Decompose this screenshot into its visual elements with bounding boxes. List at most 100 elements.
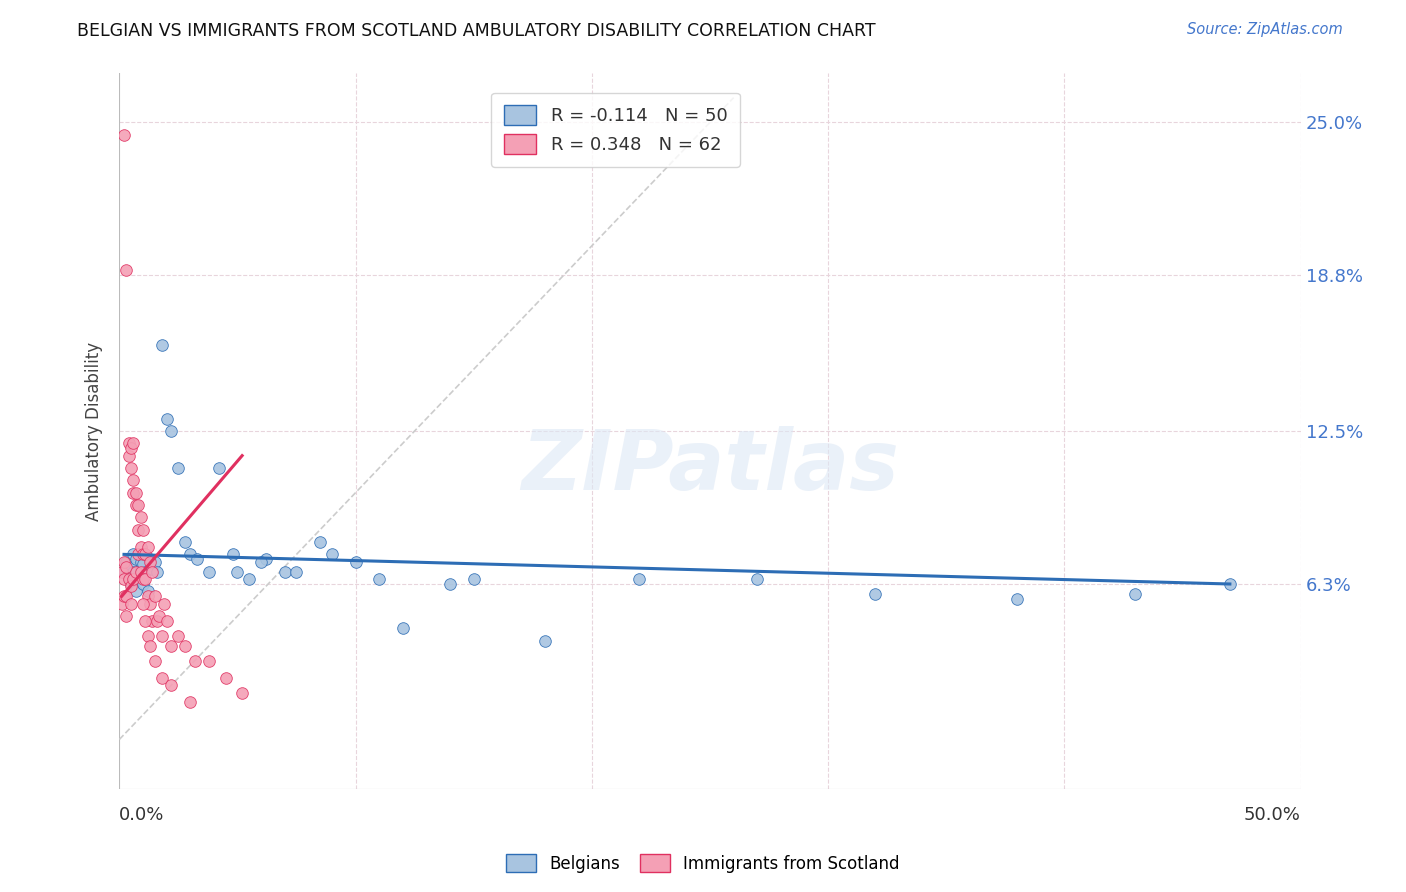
Point bbox=[125, 498, 148, 512]
Point bbox=[231, 685, 253, 699]
Point bbox=[321, 547, 343, 561]
Point bbox=[134, 565, 156, 579]
Point bbox=[132, 577, 155, 591]
Point bbox=[134, 614, 156, 628]
Point bbox=[111, 597, 134, 611]
Point bbox=[115, 555, 138, 569]
Point bbox=[153, 597, 176, 611]
Point bbox=[155, 614, 177, 628]
Point bbox=[392, 622, 415, 636]
Point bbox=[118, 436, 141, 450]
Point bbox=[439, 577, 461, 591]
Y-axis label: Ambulatory Disability: Ambulatory Disability bbox=[86, 342, 103, 521]
Point bbox=[146, 565, 169, 579]
Point bbox=[1125, 587, 1147, 601]
Point bbox=[118, 572, 141, 586]
Point bbox=[143, 590, 166, 604]
Point bbox=[148, 609, 170, 624]
Point bbox=[198, 565, 221, 579]
Point bbox=[141, 562, 163, 576]
Point bbox=[174, 535, 197, 549]
Point bbox=[115, 590, 138, 604]
Point bbox=[127, 547, 149, 561]
Point bbox=[143, 555, 166, 569]
Point bbox=[129, 562, 152, 576]
Point bbox=[134, 547, 156, 561]
Point bbox=[112, 590, 135, 604]
Point bbox=[167, 629, 190, 643]
Text: 0.0%: 0.0% bbox=[120, 806, 165, 824]
Legend: Belgians, Immigrants from Scotland: Belgians, Immigrants from Scotland bbox=[499, 847, 907, 880]
Point bbox=[112, 555, 135, 569]
Point bbox=[115, 559, 138, 574]
Point bbox=[122, 436, 145, 450]
Point bbox=[112, 565, 135, 579]
Point bbox=[344, 555, 367, 569]
Point bbox=[118, 449, 141, 463]
Point bbox=[120, 461, 142, 475]
Point bbox=[122, 485, 145, 500]
Point bbox=[160, 424, 183, 438]
Point bbox=[127, 498, 149, 512]
Point bbox=[160, 639, 183, 653]
Point bbox=[238, 572, 260, 586]
Point bbox=[120, 441, 142, 455]
Point bbox=[150, 629, 173, 643]
Point bbox=[628, 572, 651, 586]
Point bbox=[129, 540, 152, 554]
Point bbox=[115, 609, 138, 624]
Point bbox=[127, 572, 149, 586]
Point bbox=[533, 633, 555, 648]
Point bbox=[134, 572, 156, 586]
Point bbox=[368, 572, 391, 586]
Point bbox=[179, 547, 201, 561]
Point bbox=[747, 572, 769, 586]
Point bbox=[111, 565, 134, 579]
Point bbox=[136, 590, 159, 604]
Point bbox=[226, 565, 249, 579]
Point bbox=[139, 639, 162, 653]
Point bbox=[132, 558, 155, 572]
Point bbox=[865, 587, 887, 601]
Point bbox=[125, 485, 148, 500]
Point bbox=[112, 128, 135, 142]
Point bbox=[115, 263, 138, 277]
Point bbox=[207, 461, 229, 475]
Point bbox=[132, 523, 155, 537]
Point bbox=[214, 671, 236, 685]
Point bbox=[254, 552, 277, 566]
Point bbox=[141, 614, 163, 628]
Point bbox=[309, 535, 332, 549]
Point bbox=[150, 337, 173, 351]
Text: Source: ZipAtlas.com: Source: ZipAtlas.com bbox=[1187, 22, 1343, 37]
Point bbox=[150, 671, 173, 685]
Point bbox=[167, 461, 190, 475]
Point bbox=[132, 572, 155, 586]
Point bbox=[129, 510, 152, 524]
Point bbox=[222, 547, 245, 561]
Point bbox=[139, 552, 162, 566]
Point bbox=[132, 597, 155, 611]
Point bbox=[122, 547, 145, 561]
Point bbox=[285, 565, 308, 579]
Point bbox=[120, 579, 142, 593]
Point bbox=[139, 555, 162, 569]
Point bbox=[125, 584, 148, 599]
Point bbox=[1005, 591, 1028, 606]
Point bbox=[273, 565, 295, 579]
Text: BELGIAN VS IMMIGRANTS FROM SCOTLAND AMBULATORY DISABILITY CORRELATION CHART: BELGIAN VS IMMIGRANTS FROM SCOTLAND AMBU… bbox=[77, 22, 876, 40]
Point bbox=[136, 629, 159, 643]
Point bbox=[129, 565, 152, 579]
Point bbox=[160, 678, 183, 692]
Text: ZIPatlas: ZIPatlas bbox=[522, 426, 898, 508]
Point bbox=[186, 552, 208, 566]
Point bbox=[155, 411, 177, 425]
Point bbox=[129, 555, 152, 569]
Point bbox=[132, 547, 155, 561]
Point bbox=[122, 572, 145, 586]
Point bbox=[122, 473, 145, 487]
Point bbox=[125, 565, 148, 579]
Point bbox=[120, 559, 142, 574]
Point bbox=[112, 572, 135, 586]
Point bbox=[127, 523, 149, 537]
